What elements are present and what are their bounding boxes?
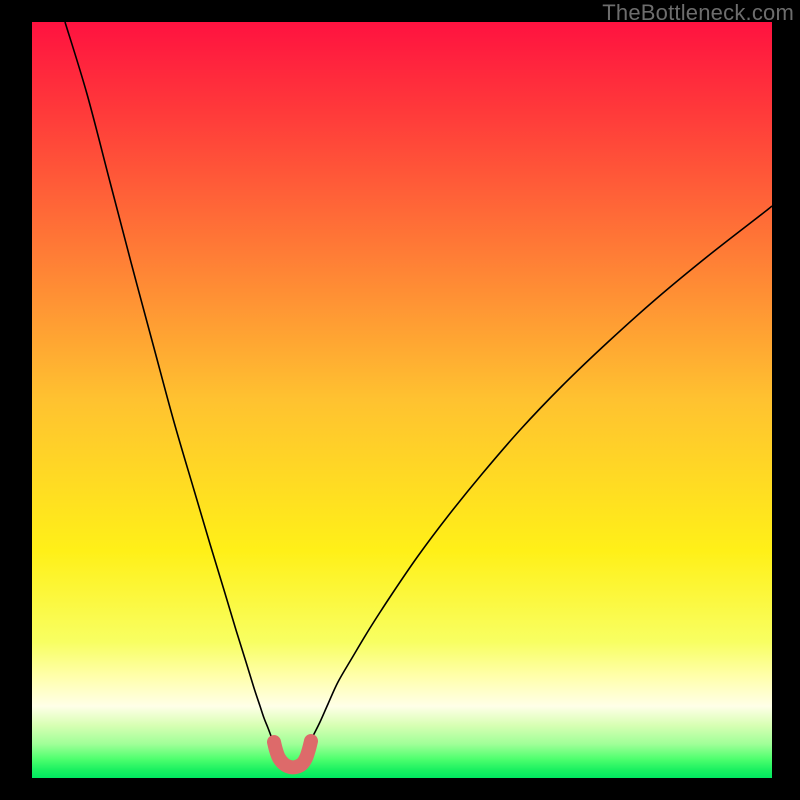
gradient-background (32, 22, 772, 778)
outer-frame: TheBottleneck.com (0, 0, 800, 800)
watermark-label: TheBottleneck.com (602, 0, 794, 26)
chart-plot (32, 22, 772, 778)
